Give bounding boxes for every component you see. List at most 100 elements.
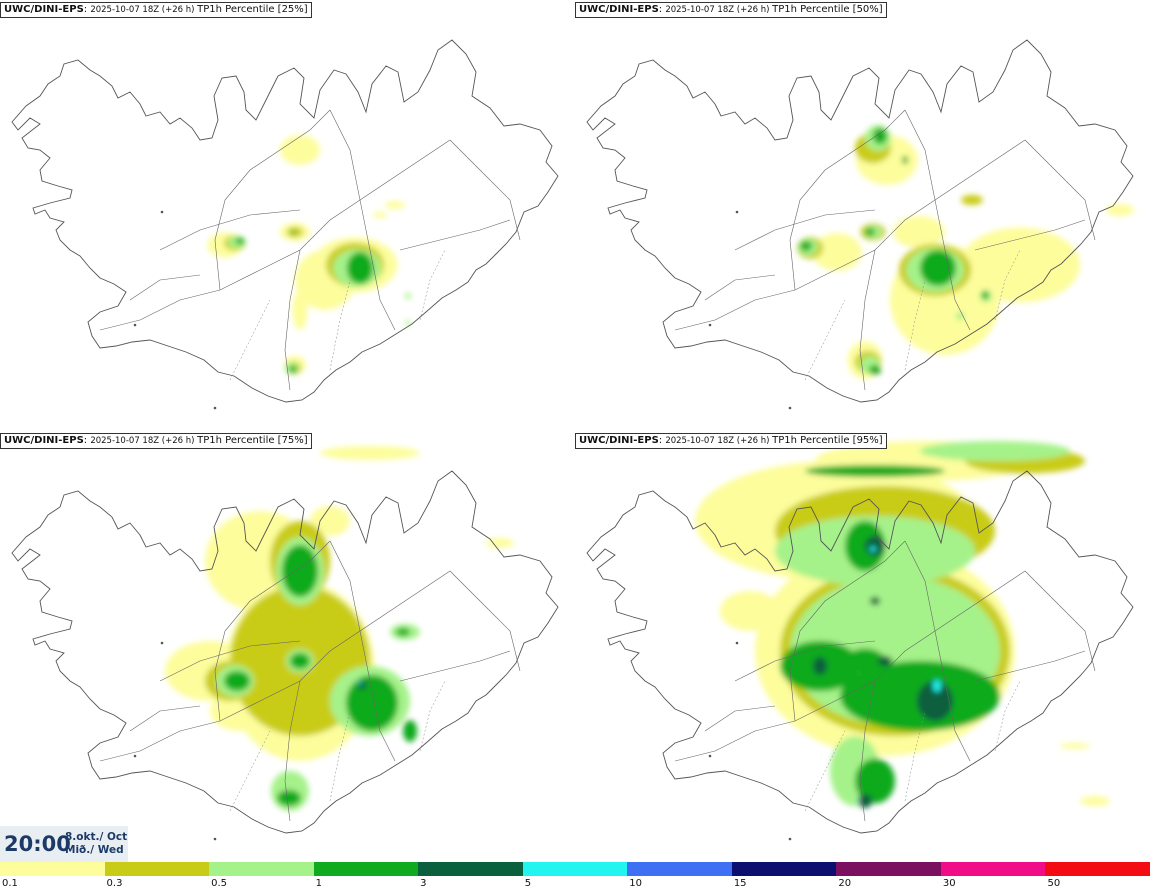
precip-area xyxy=(1080,796,1110,806)
island-dot xyxy=(735,641,739,645)
precip-area xyxy=(280,135,320,165)
precip-area xyxy=(917,681,953,721)
precip-field xyxy=(207,135,411,375)
precip-area xyxy=(290,653,310,669)
title-separator: : xyxy=(83,4,91,15)
valid-date-line2: Mið./ Wed xyxy=(65,844,124,856)
panel-title-p95: UWC/DINI-EPS: 2025-10-07 18Z (+26 h) TP1… xyxy=(575,433,887,449)
model-name: UWC/DINI-EPS xyxy=(4,435,84,446)
precip-area xyxy=(870,546,876,552)
precip-area xyxy=(149,459,151,461)
panel-title-p75: UWC/DINI-EPS: 2025-10-07 18Z (+26 h) TP1… xyxy=(0,433,312,449)
road-line xyxy=(974,219,1086,251)
island-dot xyxy=(160,210,164,214)
title-separator: : xyxy=(658,435,666,446)
precip-area xyxy=(358,680,366,690)
precip-area xyxy=(290,231,296,235)
precip-area xyxy=(1106,204,1134,216)
precip-field xyxy=(149,446,514,811)
legend-tick-label: 15 xyxy=(733,878,747,889)
road-line xyxy=(159,209,301,251)
river-line xyxy=(804,730,846,812)
island-dot xyxy=(213,406,217,410)
precip-area xyxy=(813,657,827,675)
precip-area xyxy=(320,446,420,460)
river-line xyxy=(994,680,1021,752)
road-line xyxy=(449,139,521,241)
river-line xyxy=(329,279,351,371)
island-dot xyxy=(735,210,739,214)
field-label: TP1h Percentile [50%] xyxy=(772,4,883,15)
road-line xyxy=(1024,570,1096,672)
river-line xyxy=(804,299,846,381)
legend-tick-label: 3 xyxy=(420,878,427,889)
precip-area xyxy=(292,290,308,330)
run-info: 2025-10-07 18Z (+26 h) xyxy=(90,436,198,446)
precip-area xyxy=(920,441,1070,461)
precip-area xyxy=(865,536,885,556)
road-line xyxy=(214,109,331,291)
legend-tick-label: 20 xyxy=(838,878,852,889)
precip-area xyxy=(372,212,388,218)
precip-area xyxy=(950,280,990,340)
legend-swatch xyxy=(209,862,315,876)
field-label: TP1h Percentile [25%] xyxy=(197,4,308,15)
legend-tick-label: 0.1 xyxy=(2,878,18,889)
precip-field xyxy=(797,125,1134,379)
island-dot xyxy=(788,837,792,841)
road-line xyxy=(284,249,301,391)
road-line xyxy=(859,680,876,822)
precip-area xyxy=(403,720,417,742)
legend-tick-label: 0.5 xyxy=(211,878,227,889)
legend-swatch xyxy=(104,862,210,876)
precip-area xyxy=(870,597,880,605)
precip-area xyxy=(289,365,297,373)
field-label: TP1h Percentile [75%] xyxy=(197,435,308,446)
island-dot xyxy=(213,837,217,841)
precip-field xyxy=(695,441,1110,808)
road-line xyxy=(789,540,906,722)
road-line xyxy=(859,249,876,391)
precip-area xyxy=(1010,235,1050,255)
road-line xyxy=(904,540,936,632)
precip-area xyxy=(346,675,398,731)
road-line xyxy=(99,139,451,331)
road-line xyxy=(704,274,776,301)
valid-time: 20:00 xyxy=(4,832,71,856)
precip-area xyxy=(961,195,983,205)
precip-area xyxy=(981,290,989,300)
road-line xyxy=(974,650,1086,682)
precip-area xyxy=(878,656,892,666)
precip-area xyxy=(224,671,250,691)
legend-swatch xyxy=(313,862,419,876)
valid-date-line1: 8.okt./ Oct xyxy=(65,831,128,843)
road-line xyxy=(359,199,396,331)
run-info: 2025-10-07 18Z (+26 h) xyxy=(90,5,198,15)
valid-time-box: 20:00 8.okt./ Oct Mið./ Wed xyxy=(0,826,128,862)
precip-area xyxy=(310,506,350,536)
map-panel-p95: UWC/DINI-EPS: 2025-10-07 18Z (+26 h) TP1… xyxy=(575,431,1150,861)
legend-swatch xyxy=(1045,862,1150,876)
precip-area xyxy=(1060,743,1090,749)
road-line xyxy=(129,274,201,301)
iceland-coastline xyxy=(11,39,559,403)
road-line xyxy=(934,199,971,331)
legend-tick-label: 0.3 xyxy=(106,878,123,889)
road-line xyxy=(789,109,906,291)
iceland-precip-map xyxy=(586,39,1134,410)
precip-area xyxy=(858,794,872,808)
iceland-precip-map xyxy=(11,446,559,841)
iceland-coastline xyxy=(586,39,1134,403)
precip-color-legend: 0.1 0.3 0.5 1 3 5 10 15 20 30 50 xyxy=(0,862,1150,891)
map-panel-p50: UWC/DINI-EPS: 2025-10-07 18Z (+26 h) TP1… xyxy=(575,0,1150,430)
river-line xyxy=(229,299,271,381)
precip-area xyxy=(933,680,941,692)
precip-area xyxy=(920,250,956,286)
road-line xyxy=(734,209,876,251)
road-line xyxy=(934,630,971,762)
legend-swatch xyxy=(836,862,942,876)
road-line xyxy=(159,640,301,682)
island-dot xyxy=(788,406,792,410)
river-line xyxy=(904,279,926,371)
road-line xyxy=(399,219,511,251)
